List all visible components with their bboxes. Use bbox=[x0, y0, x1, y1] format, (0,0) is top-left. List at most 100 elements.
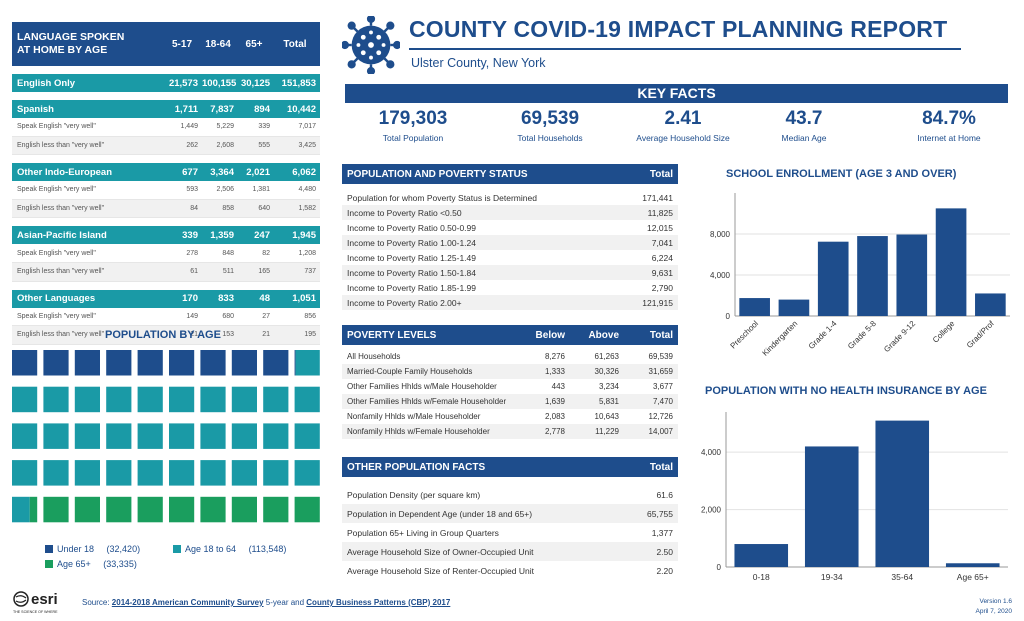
table-row: Other Families Hhlds w/Male Householder 4… bbox=[342, 379, 678, 394]
school-enrollment-chart: 0 4,000 8,000 Preschool Kindergarten Grade 1-… bbox=[710, 193, 1010, 358]
source-mid: 5-year and bbox=[263, 598, 307, 607]
key-fact-value: 43.7 bbox=[785, 108, 823, 129]
cell: 100,155 bbox=[202, 77, 237, 89]
key-fact: 179,303 Total Population bbox=[353, 108, 473, 143]
key-fact-value: 179,303 bbox=[378, 108, 448, 129]
waffle-cell bbox=[200, 423, 226, 449]
language-sub-row: Speak English "very well" 593 2,506 1,381 4,… bbox=[12, 181, 320, 200]
legend-swatch bbox=[45, 560, 53, 568]
cell: 4,480 bbox=[298, 186, 316, 194]
cell: 1,711 bbox=[174, 103, 198, 115]
waffle-cell bbox=[43, 496, 69, 523]
cell: 10,643 bbox=[594, 412, 619, 421]
cell: 640 bbox=[258, 205, 270, 213]
cell: 3,364 bbox=[210, 166, 234, 178]
legend-item: Age 65+ (33,335) bbox=[45, 559, 137, 569]
table-title: POVERTY LEVELS bbox=[347, 329, 437, 341]
language-sub-row: English less than "very well" 84 858 640 1,5… bbox=[12, 199, 320, 219]
row-label: All Households bbox=[347, 352, 401, 361]
waffle-cell bbox=[231, 460, 257, 486]
cbp-link[interactable]: County Business Patterns (CBP) 2017 bbox=[306, 598, 451, 607]
waffle-cell bbox=[74, 460, 100, 486]
cell: 262 bbox=[186, 141, 198, 149]
cell: 11,229 bbox=[595, 427, 619, 436]
waffle-cell bbox=[74, 386, 100, 413]
cell: 165 bbox=[258, 268, 270, 276]
x-tick-label: 19-34 bbox=[821, 572, 843, 582]
waffle-cell bbox=[263, 460, 289, 486]
version-date: April 7, 2020 bbox=[975, 608, 1013, 615]
language-sub-row: English less than "very well" 61 511 165 737 bbox=[12, 262, 320, 282]
row-label: Other Indo-European bbox=[17, 166, 112, 178]
waffle-cell bbox=[12, 350, 38, 376]
acs-link[interactable]: 2014-2018 American Community Survey bbox=[111, 598, 264, 607]
cell: 5,229 bbox=[216, 123, 234, 131]
poverty-levels-header: POVERTY LEVELS Below Above Total bbox=[342, 325, 678, 345]
legend-value: (32,420) bbox=[106, 544, 141, 554]
bar bbox=[734, 544, 789, 567]
waffle-cell bbox=[294, 423, 320, 449]
table-row: Average Household Size of Renter-Occupie… bbox=[342, 561, 678, 580]
waffle-cell bbox=[137, 350, 163, 376]
waffle-cell bbox=[294, 386, 320, 413]
cell: 339 bbox=[182, 229, 198, 241]
source-note: Source: 2014-2018 American Community Sur… bbox=[82, 598, 450, 607]
row-label: English less than "very well" bbox=[17, 205, 105, 213]
language-group-row: Other Languages 170 833 48 1,051 bbox=[12, 289, 320, 308]
row-label: Asian-Pacific Island bbox=[17, 229, 107, 241]
key-fact-value: 69,539 bbox=[520, 108, 580, 129]
cell: 7,041 bbox=[651, 237, 673, 248]
cell: 1,051 bbox=[292, 293, 316, 305]
x-tick-label: Kindergarten bbox=[761, 319, 800, 358]
cell: 149 bbox=[186, 312, 198, 320]
waffle-cell bbox=[231, 350, 257, 376]
cell: 7,470 bbox=[652, 397, 673, 406]
legend-swatch bbox=[173, 545, 181, 553]
other-facts-table: OTHER POPULATION FACTS Total Population … bbox=[342, 457, 678, 580]
cell: 247 bbox=[254, 229, 270, 241]
row-label: English less than "very well" bbox=[17, 331, 105, 339]
page-title: COUNTY COVID-19 IMPACT PLANNING REPORT bbox=[409, 16, 948, 42]
waffle-cell bbox=[43, 460, 69, 486]
waffle-cell bbox=[43, 386, 69, 413]
key-fact: 69,539 Total Households bbox=[490, 108, 610, 143]
cell: 121,915 bbox=[642, 297, 673, 308]
population-waffle-chart bbox=[12, 350, 320, 523]
cell: 443 bbox=[551, 382, 565, 391]
y-tick-label: 2,000 bbox=[701, 506, 722, 515]
y-tick-label: 8,000 bbox=[710, 230, 731, 239]
row-label: Population 65+ Living in Group Quarters bbox=[347, 527, 499, 538]
x-tick-label: Preschool bbox=[729, 319, 761, 351]
key-fact-label: Total Population bbox=[382, 133, 444, 143]
cell: 1,377 bbox=[651, 527, 673, 538]
row-label: Nonfamily Hhlds w/Male Householder bbox=[347, 412, 481, 421]
cell: 2,778 bbox=[544, 427, 565, 436]
legend-label: Age 65+ bbox=[57, 559, 91, 569]
table-row: Income to Poverty Ratio 1.50-1.84 9,631 bbox=[342, 265, 678, 280]
row-label: Speak English "very well" bbox=[17, 312, 96, 320]
cell: 1,359 bbox=[210, 229, 234, 241]
row-label: Income to Poverty Ratio 1.50-1.84 bbox=[347, 267, 476, 278]
waffle-cell bbox=[169, 386, 195, 413]
table-row: Other Families Hhlds w/Female Householde… bbox=[342, 394, 678, 409]
key-fact: 2.41 Average Household Size bbox=[623, 108, 743, 143]
x-tick-label: Grade 9-12 bbox=[882, 319, 917, 354]
key-fact: 84.7% Internet at Home bbox=[889, 108, 1009, 143]
table-row: Population 65+ Living in Group Quarters 1… bbox=[342, 523, 678, 542]
table-row: Income to Poverty Ratio 1.00-1.24 7,041 bbox=[342, 235, 678, 250]
row-label: Nonfamily Hhlds w/Female Householder bbox=[347, 427, 490, 436]
waffle-cell bbox=[74, 423, 100, 449]
key-fact-label: Total Households bbox=[517, 133, 583, 143]
waffle-cell bbox=[74, 350, 100, 376]
row-label: Other Families Hhlds w/Female Householde… bbox=[347, 397, 507, 406]
col-total: Total bbox=[649, 329, 673, 341]
cell: 6,062 bbox=[292, 166, 316, 178]
row-label: Speak English "very well" bbox=[17, 249, 96, 257]
legend-item: Under 18 (32,420) bbox=[45, 544, 140, 554]
waffle-cell bbox=[12, 496, 30, 523]
row-label: Other Families Hhlds w/Male Householder bbox=[347, 382, 497, 391]
cell: 10,442 bbox=[286, 103, 316, 115]
row-label: Income to Poverty Ratio <0.50 bbox=[347, 207, 462, 218]
waffle-cell bbox=[12, 386, 38, 413]
no-insurance-chart: 0 2,000 4,000 0-18 19-34 35-64 Age 65+ bbox=[701, 412, 1008, 582]
